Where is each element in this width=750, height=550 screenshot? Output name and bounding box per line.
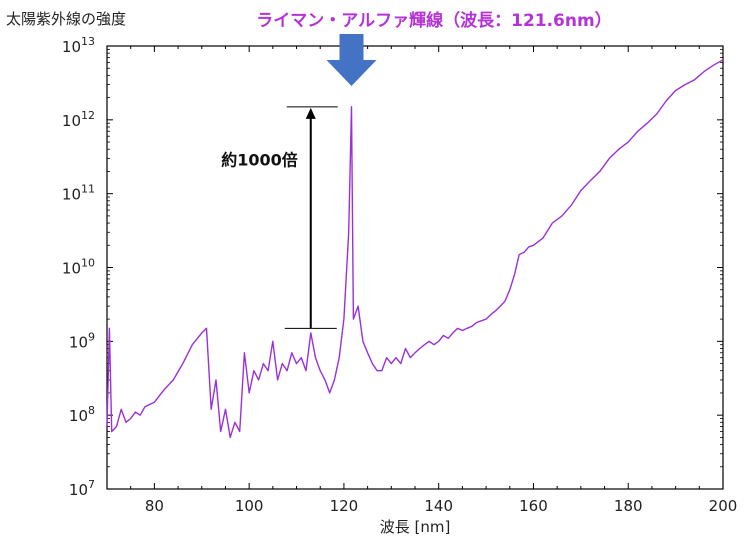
annotation-label: 約1000倍 <box>221 151 298 170</box>
callout-arrow <box>326 34 377 86</box>
annotation-arrowhead <box>305 107 316 119</box>
y-tick-label: 1012 <box>62 109 95 130</box>
x-tick-label: 80 <box>145 497 164 515</box>
x-tick-label: 180 <box>614 497 643 515</box>
spectrum-line <box>106 59 724 439</box>
y-tick-label: 109 <box>69 330 95 351</box>
x-tick-label: 200 <box>709 497 738 515</box>
y-tick-label: 108 <box>69 404 95 425</box>
plot-area <box>106 59 724 439</box>
tick-labels: 80 100 120 140 160 180 200 107 108 109 1010 1011 101… <box>62 35 737 515</box>
y-axis-label: 太陽紫外線の強度 <box>6 10 126 28</box>
plot-frame <box>106 45 724 490</box>
chart-title: ライマン・アルファ輝線（波長：121.6nm） <box>256 10 611 31</box>
y-tick-label: 1013 <box>62 35 95 56</box>
x-tick-label: 100 <box>235 497 264 515</box>
annotation-group: 約1000倍 <box>221 106 338 329</box>
y-tick-label: 1010 <box>62 257 95 278</box>
y-tick-label: 1011 <box>62 183 95 204</box>
x-tick-label: 120 <box>330 497 359 515</box>
y-tick-label: 107 <box>69 478 95 499</box>
x-tick-label: 140 <box>424 497 453 515</box>
x-tick-label: 160 <box>519 497 548 515</box>
axis-ticks <box>106 45 724 490</box>
x-axis-label: 波長 [nm] <box>380 518 451 536</box>
